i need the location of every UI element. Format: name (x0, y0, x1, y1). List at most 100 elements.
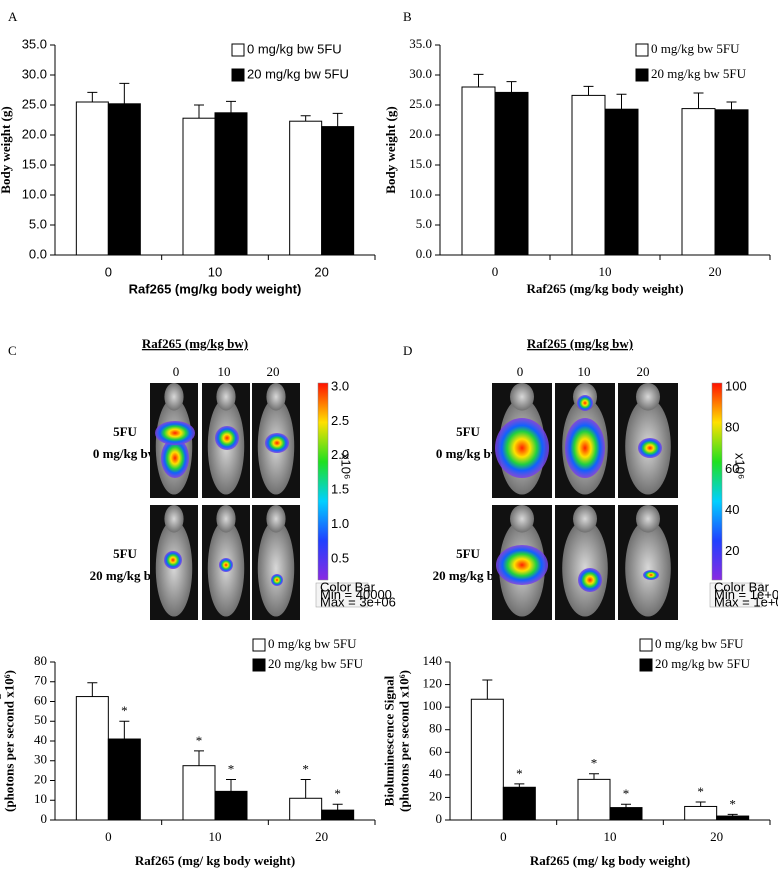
signal-blob (638, 438, 662, 458)
signal-blob (164, 551, 182, 569)
color-bar (711, 382, 723, 581)
y-tick-label: 50 (34, 712, 47, 727)
y-tick-label: 30 (34, 752, 47, 767)
y-tick-label: 30.0 (409, 66, 432, 81)
bar (321, 126, 355, 256)
x-tick-label: 10 (209, 829, 222, 844)
bar (502, 786, 536, 821)
panel-letter: B (403, 9, 412, 24)
mouse-head (216, 383, 236, 411)
color-bar-tick: 3.0 (331, 378, 349, 393)
x-tick-label: 20 (709, 264, 722, 279)
bar (75, 101, 109, 256)
mouse-body (562, 519, 608, 617)
legend-swatch (252, 658, 266, 672)
legend-label: 20 mg/kg bw 5FU (268, 656, 364, 671)
significance-marker: * (729, 796, 736, 811)
y-axis-label: Bioluminescence Signal (381, 675, 396, 806)
error-bar (473, 73, 484, 87)
y-tick-label: 35.0 (409, 36, 432, 51)
y-tick-label: 140 (423, 653, 443, 668)
color-bar-text: Max = 3e+06 (320, 594, 396, 609)
row-label: 20 mg/kg bw (433, 568, 504, 583)
y-tick-label: 20.0 (409, 126, 432, 141)
x-tick-label: 20 (314, 264, 328, 279)
signal-blob (265, 433, 289, 453)
y-tick-label: 40 (429, 766, 442, 781)
x-tick-label: 0 (492, 264, 499, 279)
mouse-head (510, 505, 534, 533)
legend-swatch (252, 638, 266, 652)
bar (289, 797, 323, 821)
row-label: 5FU (456, 546, 480, 561)
bar (714, 109, 749, 256)
color-bar-text: Min = 40000 (320, 587, 392, 602)
column-label: 0 (517, 364, 524, 379)
mouse-head (266, 505, 286, 533)
error-bar (194, 750, 204, 766)
significance-marker: * (228, 761, 235, 776)
x-tick-label: 20 (315, 829, 328, 844)
bar (75, 696, 109, 821)
error-bar (482, 679, 493, 700)
legend-label: 0 mg/kg bw 5FU (247, 41, 342, 56)
bar (604, 108, 639, 256)
color-bar (317, 382, 329, 581)
y-tick-label: 100 (423, 698, 443, 713)
y-tick-label: 20 (429, 788, 442, 803)
bar (107, 103, 141, 256)
y-tick-label: 25.0 (409, 96, 432, 111)
bar (609, 807, 643, 821)
error-bar (300, 779, 311, 799)
y-axis-label: (photons per second x10⁶) (1, 670, 16, 812)
error-bar (87, 91, 98, 102)
x-tick-label: 0 (500, 829, 507, 844)
color-bar-tick: 80 (725, 420, 739, 435)
mouse-head (266, 383, 286, 411)
error-bar (332, 803, 343, 811)
legend-label: 20 mg/kg bw 5FU (651, 66, 747, 81)
row-label: 20 mg/kg bw (90, 568, 161, 583)
x-tick-label: 0 (105, 264, 112, 279)
y-tick-label: 40 (34, 732, 47, 747)
legend-label: 0 mg/kg bw 5FU (655, 636, 744, 651)
error-bar (727, 813, 738, 817)
legend-label: 0 mg/kg bw 5FU (268, 636, 357, 651)
x-tick-label: 0 (105, 829, 112, 844)
error-bar (226, 779, 236, 792)
y-tick-label: 30.0 (22, 66, 47, 81)
error-bar (87, 682, 98, 697)
panel-letter: C (8, 343, 17, 358)
signal-blob (219, 558, 233, 572)
error-bar (300, 115, 311, 122)
mouse-body (625, 519, 671, 617)
signal-blob (496, 545, 548, 585)
error-bar (119, 82, 130, 104)
x-axis-label: Raf265 (mg/ kg body weight) (530, 853, 690, 868)
color-bar-tick: 0.5 (331, 550, 349, 565)
x-axis-label: Raf265 (mg/kg body weight) (526, 281, 683, 296)
significance-marker: * (302, 761, 309, 776)
y-tick-label: 60 (34, 692, 47, 707)
y-tick-label: 0 (41, 811, 48, 826)
error-bar (332, 112, 343, 127)
bar (214, 790, 248, 821)
error-bar (583, 85, 594, 96)
mouse-head (636, 383, 660, 411)
y-tick-label: 0 (436, 811, 443, 826)
color-bar-tick: 2.0 (331, 447, 349, 462)
color-bar-tick: 20 (725, 543, 739, 558)
legend-swatch (639, 638, 653, 652)
color-bar-text: Max = 1e+08 (714, 594, 778, 609)
signal-blob (577, 395, 593, 411)
color-bar-text: Min = 1e+07 (714, 587, 778, 602)
mouse-head (164, 505, 184, 533)
y-axis-label: (photons per second x10⁶) (396, 670, 411, 812)
y-tick-label: 10 (34, 791, 47, 806)
signal-blob (495, 418, 549, 478)
legend-swatch (639, 658, 653, 672)
color-bar-text: Color Bar (320, 579, 376, 594)
mouse-head (164, 383, 184, 411)
error-bar (693, 92, 704, 109)
signal-blob (161, 438, 189, 478)
